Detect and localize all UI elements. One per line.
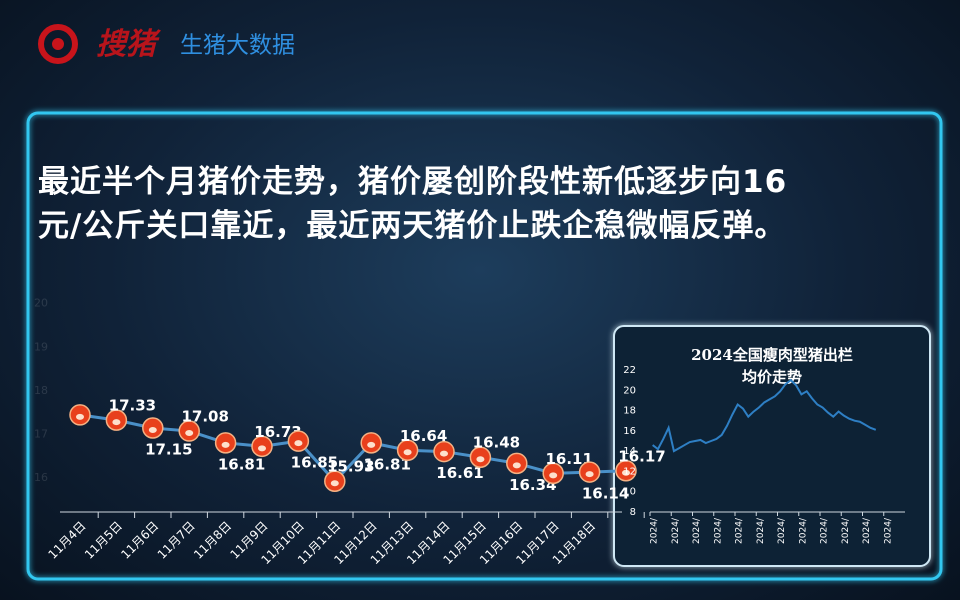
marker [615,460,637,482]
x-tick-label: 11月8日 [191,519,234,562]
y-tick-label: 18 [623,406,636,417]
logo-subtitle: 生猪大数据 [180,33,295,59]
marker [287,430,310,452]
marker-snout [112,419,121,426]
x-tick-label: 2024/ [671,517,681,544]
marker-snout [476,456,485,463]
x-tick-label: 2024/ [862,517,872,544]
marker [324,470,346,492]
data-label: 16.48 [473,434,520,452]
data-label: 16.34 [509,476,556,494]
data-label: 16.85 [291,454,338,472]
headline-line: 元/公斤关口靠近，最近两天猪价止跌企稳微幅反弹。 [38,208,787,244]
data-label: 16.81 [218,455,265,473]
data-label: 16.64 [400,427,447,445]
x-tick-label: 2024/ [841,517,851,544]
marker-snout [622,469,630,476]
x-tick-label: 2024/ [650,517,660,544]
marker-snout [221,441,230,448]
x-tick-label: 2024/ [735,517,745,544]
y-tick-label: 19 [34,340,48,353]
x-tick-label: 11月4日 [46,519,89,562]
logo-text: 搜猪 [96,27,161,62]
y-tick-label: 16 [623,426,636,437]
marker [142,417,164,439]
data-label: 16.11 [545,450,592,468]
marker [69,404,91,426]
marker [360,432,382,454]
y-tick-label: 18 [34,384,48,397]
x-tick-label: 11月5日 [82,519,125,562]
y-tick-label: 20 [34,297,48,310]
marker-snout [367,441,376,448]
x-tick-label: 2024/ [756,517,766,544]
marker-snout [76,413,84,420]
headline: 最近半个月猪价走势，猪价屡创阶段性新低逐步向16 元/公斤关口靠近，最近两天猪价… [38,160,938,248]
marker-snout [185,430,194,437]
marker [105,409,128,431]
line [79,413,627,484]
data-label: 16.17 [618,447,665,465]
data-label: 17.08 [181,408,228,426]
data-label: 17.33 [109,397,156,415]
logo: 搜猪 生猪大数据 [38,24,295,64]
x-tick-label: 2024/ [798,517,808,544]
title-part: 均价走势 [742,368,802,386]
x-tick-label: 2024/ [713,517,723,544]
x-tick-label: 2024/ [820,517,830,544]
x-tick-label: 2024/ [692,517,702,544]
logo-ring [38,24,78,64]
x-tick-label: 11月7日 [155,519,198,562]
marker-snout [440,450,448,457]
data-label: 17.15 [145,441,192,459]
marker [178,420,200,442]
x-tick-label: 2024/ [777,517,787,544]
marker [396,439,419,462]
headline-line: 最近半个月猪价走势，猪价屡创阶段性新低逐步向16 [38,164,788,200]
marker-snout [549,472,558,479]
x-tick-label: 11月6日 [118,519,161,562]
frame [26,111,943,581]
marker-snout [512,462,521,469]
marker [542,462,564,485]
marker [469,446,492,468]
y-tick-label: 10 [623,487,636,498]
marker [251,435,273,458]
title-part: 2024全国瘦肉型猪出栏 [691,346,853,364]
y-tick-label: 16 [34,471,48,484]
data-label: 16.14 [582,485,629,503]
x-tick-label: 2024/ [883,517,893,544]
inset-title: 2024全国瘦肉型猪出栏均价走势 [691,346,853,386]
marker [506,452,528,475]
marker-snout [330,480,339,487]
marker-snout [148,427,157,433]
y-tick-label: 17 [34,428,48,441]
y-tick-label: 8 [630,507,636,518]
y-tick-label: 12 [623,466,636,477]
marker-snout [258,445,266,452]
marker-snout [403,449,412,456]
logo-dot [52,38,64,50]
data-label: 15.93 [327,458,374,476]
y-tick-label: 14 [623,446,636,457]
marker-snout [585,471,594,478]
marker [578,461,601,483]
data-label: 16.61 [436,464,483,482]
marker-snout [294,440,303,447]
line [652,378,877,453]
inset-panel [613,325,931,567]
marker [214,432,237,454]
y-tick-label: 20 [623,385,636,396]
marker [433,440,455,463]
data-label: 16.81 [363,455,410,473]
y-tick-label: 22 [623,365,636,376]
